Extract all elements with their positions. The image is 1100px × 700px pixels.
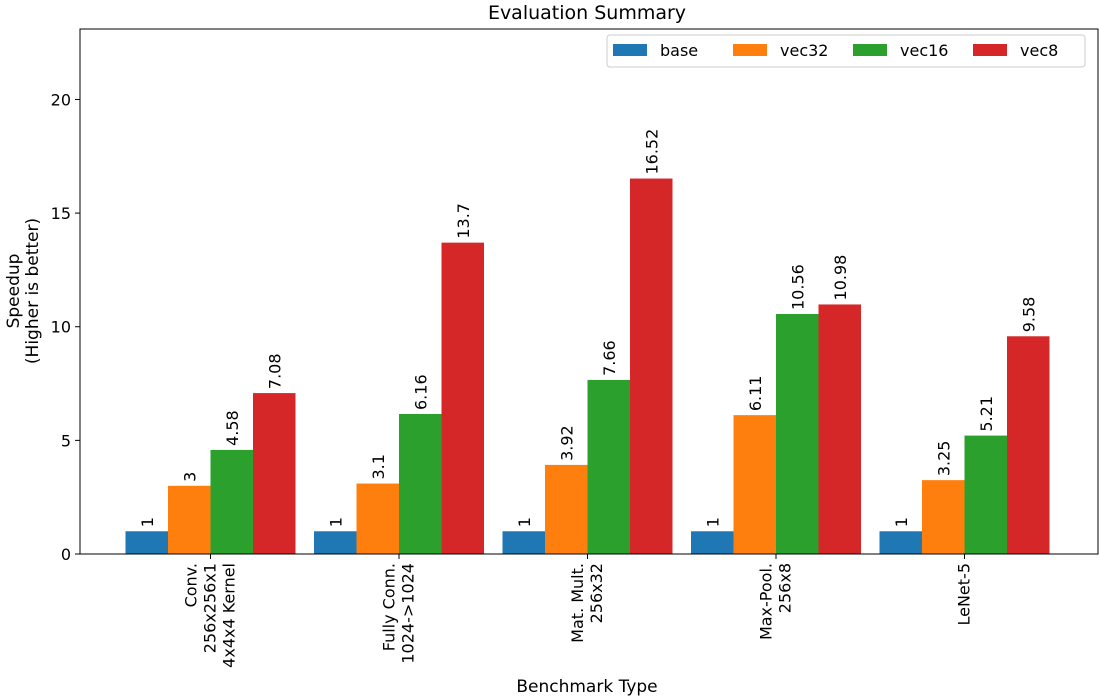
legend-label-base: base <box>660 41 698 60</box>
bar-vec16-5 <box>964 435 1007 554</box>
bar-vec16-4 <box>776 314 819 554</box>
x-tick-label-3-line-2: 256x32 <box>587 563 606 623</box>
x-axis-ticks: Conv. 256x256x1 4x4x4 Kernel Fully Conn. 102… <box>182 554 974 668</box>
x-tick-label-3-line-1: Mat. Mult. <box>568 563 587 643</box>
legend-swatch-vec8 <box>973 44 1007 56</box>
data-label-vec16-1: 4.58 <box>223 410 242 446</box>
x-tick-label-5-line-1: LeNet-5 <box>955 563 974 626</box>
data-label-base-5: 1 <box>892 517 911 527</box>
data-label-vec32-1: 3 <box>180 472 199 482</box>
data-label-vec32-2: 3.1 <box>369 454 388 479</box>
y-axis-label-line-2: (Higher is better) <box>23 218 43 364</box>
data-label-vec8-4: 10.98 <box>831 255 850 301</box>
y-tick-label-15: 15 <box>51 204 71 223</box>
y-axis-label-line-1: Speedup <box>4 254 24 329</box>
bar-vec8-4 <box>818 304 861 554</box>
data-label-vec8-1: 7.08 <box>265 353 284 389</box>
data-label-vec16-3: 7.66 <box>600 340 619 376</box>
data-label-vec32-5: 3.25 <box>934 441 953 477</box>
legend-swatch-vec32 <box>733 44 767 56</box>
y-tick-label-10: 10 <box>51 318 71 337</box>
bar-vec8-2 <box>441 242 484 555</box>
bar-vec8-5 <box>1007 336 1050 554</box>
legend-label-vec32: vec32 <box>780 41 828 60</box>
data-label-vec16-5: 5.21 <box>977 396 996 432</box>
bar-base-5 <box>879 531 922 554</box>
bar-vec8-1 <box>253 393 296 554</box>
y-tick-label-5: 5 <box>61 431 71 450</box>
bar-vec16-3 <box>587 379 630 554</box>
bar-base-2 <box>314 531 357 554</box>
data-label-base-2: 1 <box>326 517 345 527</box>
bar-vec32-4 <box>733 415 776 554</box>
legend: base vec32 vec16 vec8 <box>606 34 1086 68</box>
x-tick-label-4-line-1: Max-Pool. <box>757 563 776 640</box>
chart-title: Evaluation Summary <box>488 2 686 24</box>
plot-area-frame <box>79 28 1099 555</box>
y-tick-label-20: 20 <box>51 90 71 109</box>
y-tick-label-0: 0 <box>61 545 71 564</box>
bar-vec32-5 <box>922 480 965 554</box>
bar-vec32-2 <box>356 483 399 554</box>
data-label-vec32-3: 3.92 <box>557 425 576 461</box>
data-label-vec8-3: 16.52 <box>642 129 661 175</box>
x-axis-label: Benchmark Type <box>516 677 657 697</box>
legend-label-vec16: vec16 <box>900 41 948 60</box>
bar-vec32-3 <box>545 464 588 554</box>
legend-swatch-vec16 <box>853 44 887 56</box>
x-tick-label-1-line-2: 256x256x1 <box>201 563 220 653</box>
data-label-vec8-5: 9.58 <box>1019 297 1038 333</box>
x-tick-label-2-line-2: 1024->1024 <box>399 563 418 664</box>
bar-base-4 <box>691 531 734 554</box>
data-label-vec8-2: 13.7 <box>454 203 473 239</box>
x-tick-label-1-line-1: Conv. <box>182 563 201 607</box>
x-tick-label-1-line-3: 4x4x4 Kernel <box>220 563 239 668</box>
bar-base-1 <box>125 531 168 554</box>
bar-vec8-3 <box>630 178 673 554</box>
y-axis-ticks: 0 5 10 15 20 <box>51 90 80 564</box>
data-label-vec32-4: 6.11 <box>746 376 765 412</box>
x-tick-label-2-line-1: Fully Conn. <box>380 563 399 651</box>
bar-base-3 <box>502 531 545 554</box>
x-tick-label-4-line-2: 256x8 <box>776 563 795 613</box>
bar-vec16-1 <box>210 449 253 554</box>
legend-box <box>606 34 1086 68</box>
legend-label-vec8: vec8 <box>1020 41 1058 60</box>
data-label-base-3: 1 <box>515 517 534 527</box>
bars-layer <box>125 178 1050 555</box>
data-label-base-4: 1 <box>703 517 722 527</box>
data-label-vec16-2: 6.16 <box>411 374 430 410</box>
bar-vec32-1 <box>168 485 211 554</box>
legend-swatch-base <box>613 44 647 56</box>
bar-vec16-2 <box>399 414 442 554</box>
data-labels-layer: 1 1 1 1 1 3 3.1 3.92 6.11 3.25 4.58 6.16 7.66 10.56 5.… <box>138 129 1039 528</box>
data-label-base-1: 1 <box>138 517 157 527</box>
data-label-vec16-4: 10.56 <box>788 264 807 310</box>
